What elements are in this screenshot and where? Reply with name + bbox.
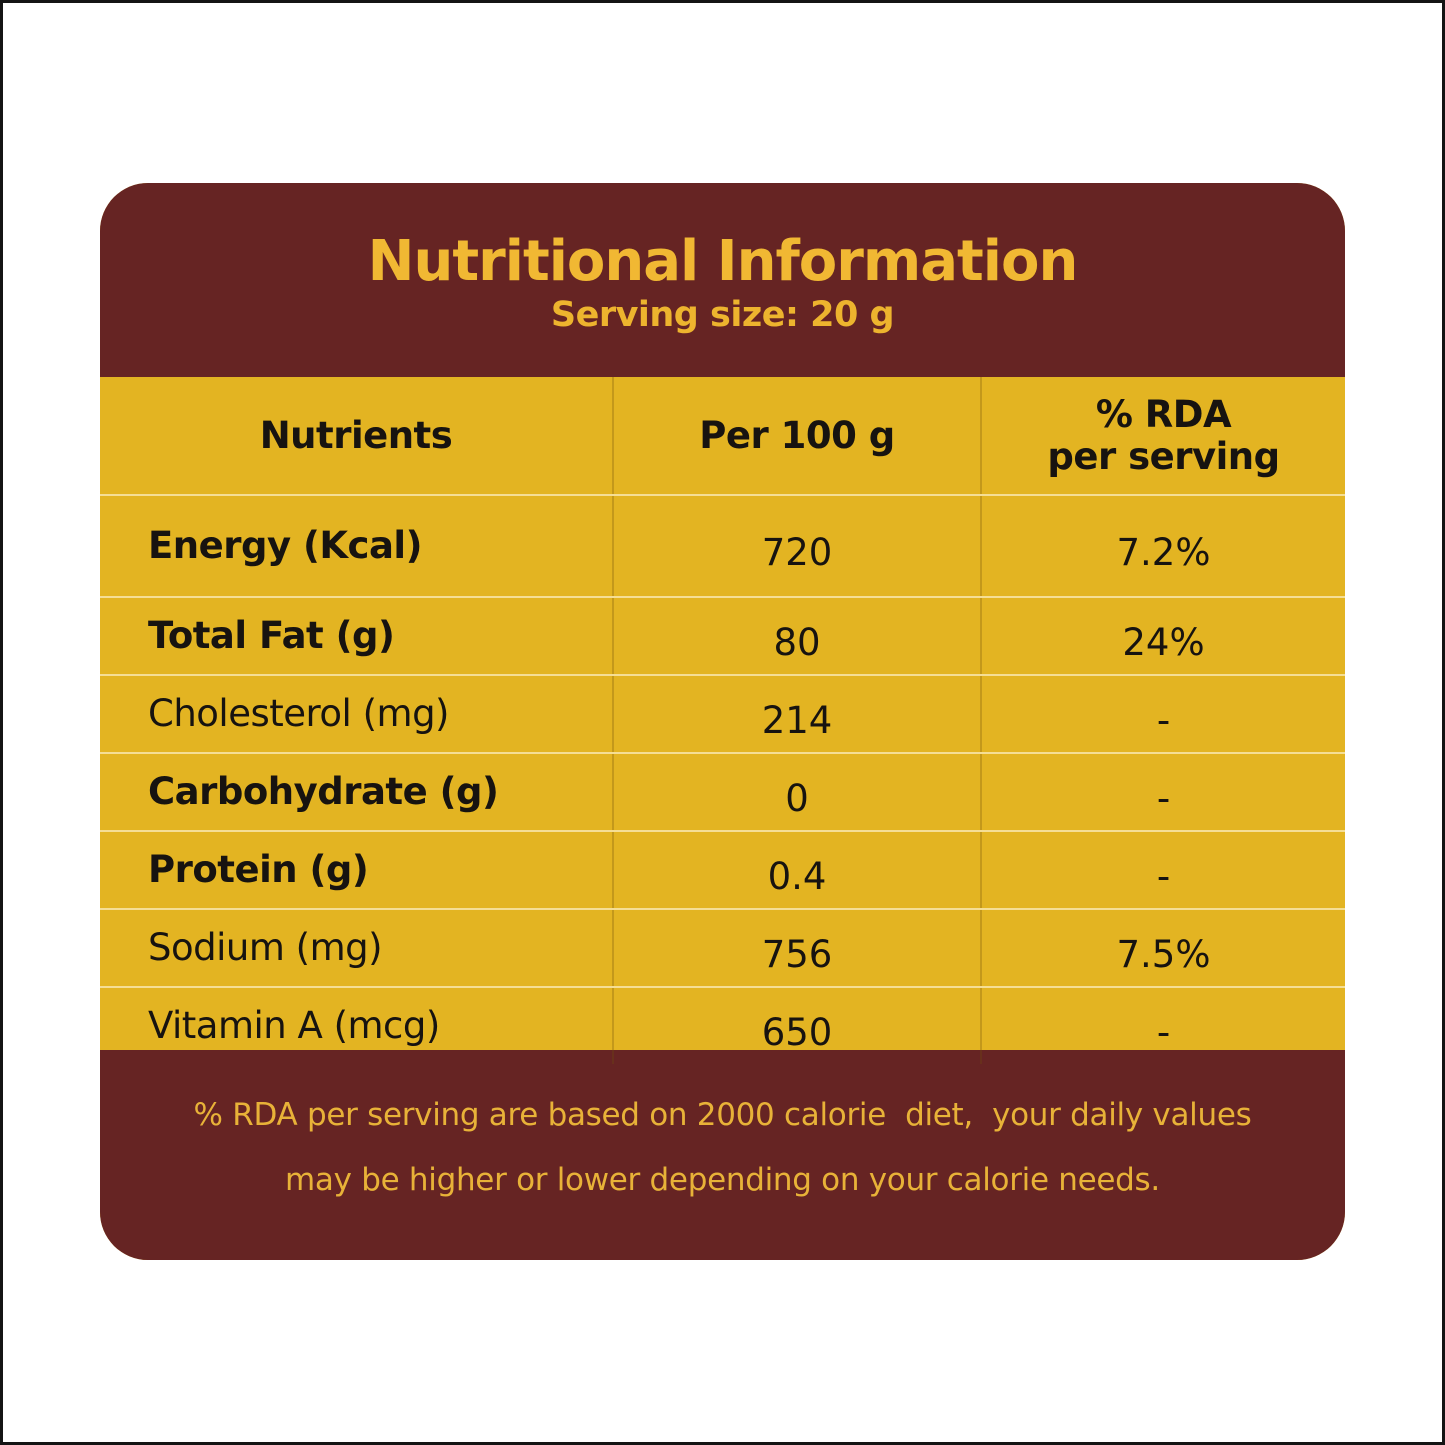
per-100g-value: 650 — [612, 988, 980, 1064]
column-header-nutrients: Nutrients — [259, 413, 453, 457]
label-header: Nutritional Information Serving size: 20… — [100, 183, 1345, 377]
column-header-per-100g: Per 100 g — [612, 377, 980, 494]
per-100g-value: 0 — [612, 754, 980, 830]
nutrient-name: Total Fat (g) — [148, 614, 395, 658]
table-row: Sodium (mg) 756 7.5% — [100, 908, 1345, 986]
column-header-rda-line1: % RDA — [1095, 393, 1232, 437]
table-header-row: Nutrients Per 100 g % RDA per serving — [100, 377, 1345, 494]
rda-value: - — [980, 832, 1345, 908]
table-row: Energy (Kcal) 720 7.2% — [100, 494, 1345, 596]
rda-value: - — [980, 676, 1345, 752]
table-row: Cholesterol (mg) 214 - — [100, 674, 1345, 752]
table-row: Carbohydrate (g) 0 - — [100, 752, 1345, 830]
nutrient-name: Vitamin A (mcg) — [148, 1004, 440, 1048]
column-header-rda-line2: per serving — [1047, 434, 1280, 478]
column-header-rda: % RDA per serving — [980, 377, 1345, 494]
serving-size-text: Serving size: 20 g — [550, 294, 895, 335]
per-100g-value: 0.4 — [612, 832, 980, 908]
rda-disclaimer-line1: % RDA per serving are based on 2000 calo… — [193, 1097, 1252, 1133]
nutrition-label-card: Nutritional Information Serving size: 20… — [100, 183, 1345, 1260]
per-100g-value: 756 — [612, 910, 980, 986]
page-title: Nutritional Information — [367, 228, 1079, 294]
rda-value: 7.5% — [980, 910, 1345, 986]
per-100g-value: 720 — [612, 496, 980, 596]
nutrient-name: Carbohydrate (g) — [148, 770, 499, 814]
rda-value: 24% — [980, 598, 1345, 674]
table-row: Protein (g) 0.4 - — [100, 830, 1345, 908]
label-footer: % RDA per serving are based on 2000 calo… — [100, 1050, 1345, 1260]
rda-disclaimer-line2: may be higher or lower depending on your… — [285, 1162, 1160, 1198]
nutrient-name: Sodium (mg) — [148, 926, 383, 970]
rda-value: - — [980, 988, 1345, 1064]
rda-value: - — [980, 754, 1345, 830]
nutrient-name: Protein (g) — [148, 848, 369, 892]
rda-value: 7.2% — [980, 496, 1345, 596]
nutrition-table: Nutrients Per 100 g % RDA per serving En… — [100, 377, 1345, 1064]
table-body: Energy (Kcal) 720 7.2% Total Fat (g) 80 … — [100, 494, 1345, 1064]
nutrient-name: Cholesterol (mg) — [148, 692, 450, 736]
table-row: Vitamin A (mcg) 650 - — [100, 986, 1345, 1064]
per-100g-value: 80 — [612, 598, 980, 674]
per-100g-value: 214 — [612, 676, 980, 752]
nutrient-name: Energy (Kcal) — [148, 524, 423, 568]
table-row: Total Fat (g) 80 24% — [100, 596, 1345, 674]
